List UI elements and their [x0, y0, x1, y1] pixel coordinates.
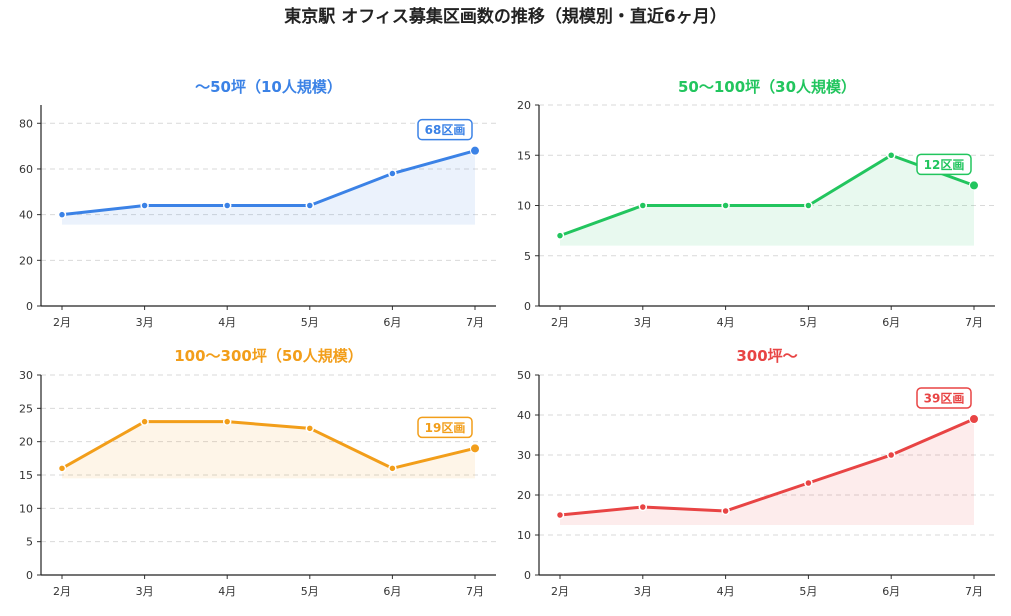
data-point: [804, 201, 813, 210]
x-tick-label: 5月: [301, 585, 319, 598]
y-tick-label: 40: [19, 209, 33, 222]
annotation-label: 68区画: [425, 123, 466, 137]
area-fill: [560, 155, 974, 246]
x-tick-label: 2月: [53, 585, 71, 598]
y-tick-label: 20: [19, 254, 33, 267]
data-point: [886, 151, 896, 160]
y-tick-label: 0: [524, 569, 531, 582]
data-point: [886, 450, 896, 460]
x-tick-label: 3月: [136, 585, 154, 598]
panel-4: 0 10 20 30 40 50 2月 3月 4月 5月 6月 7月 300坪〜 39区画: [517, 347, 995, 598]
data-point: [57, 464, 67, 473]
data-point: [969, 414, 979, 424]
panel-title: 〜50坪（10人規模）: [195, 78, 342, 96]
y-tick-label: 20: [517, 99, 531, 112]
y-tick-label: 10: [517, 529, 531, 542]
y-tick-label: 30: [517, 449, 531, 462]
x-tick-label: 3月: [634, 316, 652, 329]
data-point: [638, 502, 648, 512]
x-tick-label: 6月: [882, 316, 900, 329]
panel-3: 0 5 10 15 20 25 30 2月 3月 4月 5月 6月 7月 100〜300坪（50人規模） 1…: [19, 347, 496, 598]
data-point: [57, 210, 67, 219]
panel-title: 100〜300坪（50人規模）: [174, 347, 363, 365]
y-tick-label: 15: [19, 469, 33, 482]
y-tick-label: 30: [19, 369, 33, 382]
x-tick-label: 4月: [717, 585, 735, 598]
y-tick-label: 20: [517, 489, 531, 502]
panel-title: 50〜100坪（30人規模）: [678, 78, 856, 96]
data-point: [305, 201, 315, 210]
data-point: [222, 201, 232, 210]
data-point: [969, 180, 979, 191]
x-tick-label: 6月: [383, 316, 401, 329]
data-point: [140, 201, 149, 210]
y-tick-label: 10: [19, 502, 33, 515]
x-tick-label: 5月: [799, 316, 817, 329]
area-fill: [62, 421, 475, 479]
data-point: [638, 201, 648, 210]
x-tick-label: 6月: [383, 585, 401, 598]
annotation-box: [417, 416, 473, 439]
x-tick-label: 4月: [218, 316, 236, 329]
x-tick-label: 7月: [965, 585, 983, 598]
data-point: [721, 201, 730, 210]
series-line: [558, 417, 976, 517]
y-tick-label: 5: [524, 250, 531, 263]
figure-title: 東京駅 オフィス募集区画数の推移（規模別・直近6ヶ月）: [284, 7, 727, 27]
y-tick-label: 0: [26, 569, 33, 582]
x-tick-label: 7月: [466, 585, 484, 598]
panel-title: 300坪〜: [736, 347, 797, 365]
y-tick-label: 0: [26, 300, 33, 313]
y-tick-label: 10: [517, 200, 531, 213]
data-point: [804, 478, 813, 488]
y-tick-label: 80: [19, 117, 33, 130]
x-tick-label: 3月: [136, 316, 154, 329]
annotation-box: [417, 118, 473, 141]
y-tick-label: 15: [517, 149, 531, 162]
series-line: [60, 420, 477, 470]
data-point: [140, 417, 149, 426]
data-point: [555, 510, 565, 520]
area-fill: [560, 419, 974, 525]
annotation-label: 12区画: [924, 158, 965, 172]
x-tick-label: 2月: [551, 316, 569, 329]
y-tick-label: 40: [517, 409, 531, 422]
data-point: [388, 169, 397, 178]
annotation-label: 19区画: [425, 421, 466, 435]
y-tick-label: 0: [524, 300, 531, 313]
y-tick-label: 20: [19, 436, 33, 449]
y-tick-label: 60: [19, 163, 33, 176]
y-tick-label: 25: [19, 402, 33, 415]
y-tick-label: 5: [26, 536, 33, 549]
area-fill: [62, 150, 475, 225]
panel-2: 0 5 10 15 20 2月 3月 4月 5月 6月 7月 50〜100坪（30人規模） 12区画: [517, 78, 995, 329]
panel-1: 0 20 40 60 80 2月 3月 4月 5月 6月 7月 〜50坪（10人規模） 68区画: [19, 78, 496, 329]
x-tick-label: 6月: [882, 585, 900, 598]
x-tick-label: 2月: [551, 585, 569, 598]
data-point: [721, 506, 730, 516]
x-tick-label: 3月: [634, 585, 652, 598]
x-tick-label: 4月: [717, 316, 735, 329]
annotation-label: 39区画: [924, 392, 965, 406]
data-point: [470, 443, 480, 454]
x-tick-label: 7月: [466, 316, 484, 329]
x-tick-label: 7月: [965, 316, 983, 329]
data-point: [222, 417, 232, 426]
x-tick-label: 5月: [799, 585, 817, 598]
series-line: [558, 153, 976, 238]
annotation-box: [916, 153, 972, 176]
data-point: [305, 424, 315, 433]
data-point: [555, 231, 565, 240]
annotation-box: [916, 387, 972, 409]
series-line: [60, 149, 477, 217]
y-tick-label: 50: [517, 369, 531, 382]
data-point: [388, 464, 397, 473]
data-point: [470, 145, 480, 156]
x-tick-label: 5月: [301, 316, 319, 329]
x-tick-label: 2月: [53, 316, 71, 329]
x-tick-label: 4月: [218, 585, 236, 598]
